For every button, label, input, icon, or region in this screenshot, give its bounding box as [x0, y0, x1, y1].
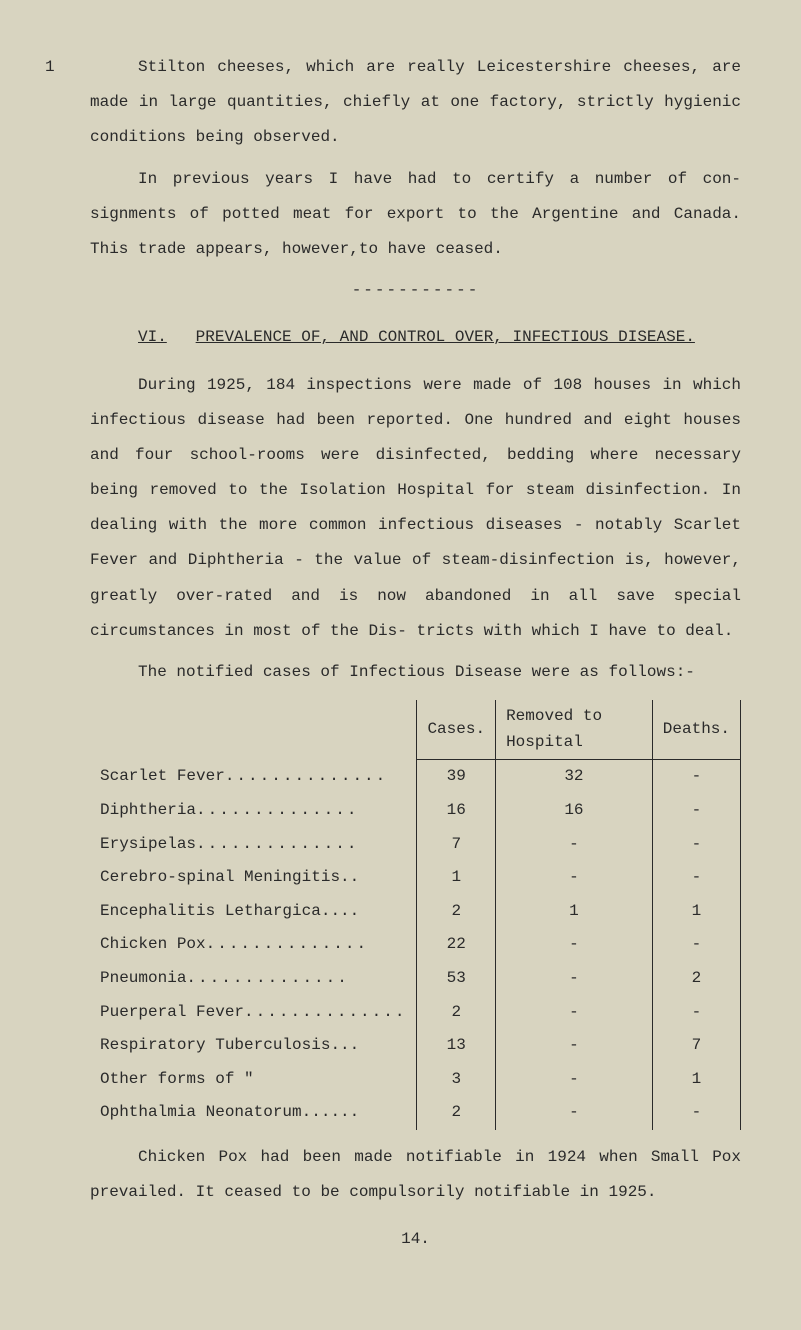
table-row: Chicken Pox 22 - -: [90, 928, 741, 962]
row-cases: 53: [417, 962, 496, 996]
row-removed: -: [496, 928, 653, 962]
row-deaths: -: [652, 1096, 740, 1130]
page-number: 14.: [90, 1222, 741, 1257]
row-label: Ophthalmia Neonatorum......: [90, 1096, 417, 1130]
section-title: PREVALENCE OF, AND CONTROL OVER, INFECTI…: [196, 328, 695, 346]
table-row: Respiratory Tuberculosis... 13 - 7: [90, 1029, 741, 1063]
row-cases: 1: [417, 861, 496, 895]
row-deaths: 2: [652, 962, 740, 996]
row-cases: 3: [417, 1063, 496, 1097]
table-body: Scarlet Fever 39 32 - Diphtheria 16 16 -…: [90, 760, 741, 1130]
row-cases: 16: [417, 794, 496, 828]
table-row: Pneumonia 53 - 2: [90, 962, 741, 996]
table-row: Puerperal Fever 2 - -: [90, 996, 741, 1030]
divider-dashes: -----------: [90, 273, 741, 308]
row-removed: -: [496, 828, 653, 862]
row-cases: 13: [417, 1029, 496, 1063]
row-removed: -: [496, 861, 653, 895]
row-label: Scarlet Fever: [90, 760, 417, 794]
row-label: Cerebro-spinal Meningitis..: [90, 861, 417, 895]
row-removed: -: [496, 962, 653, 996]
row-deaths: -: [652, 861, 740, 895]
row-deaths: -: [652, 828, 740, 862]
row-deaths: -: [652, 996, 740, 1030]
table-row: Diphtheria 16 16 -: [90, 794, 741, 828]
row-cases: 2: [417, 895, 496, 929]
paragraph-1: Stilton cheeses, which are really Leices…: [90, 50, 741, 156]
section-header: VI. PREVALENCE OF, AND CONTROL OVER, INF…: [90, 320, 741, 355]
row-removed: -: [496, 996, 653, 1030]
row-cases: 22: [417, 928, 496, 962]
row-removed: -: [496, 1096, 653, 1130]
row-label: Pneumonia: [90, 962, 417, 996]
row-cases: 2: [417, 1096, 496, 1130]
row-label: Other forms of ": [90, 1063, 417, 1097]
row-label: Respiratory Tuberculosis...: [90, 1029, 417, 1063]
col-header-cases: Cases.: [417, 700, 496, 760]
col-header-deaths: Deaths.: [652, 700, 740, 760]
row-cases: 39: [417, 760, 496, 794]
table-header-row: Cases. Removed to Hospital Deaths.: [90, 700, 741, 760]
row-removed: -: [496, 1063, 653, 1097]
row-deaths: -: [652, 794, 740, 828]
table-row: Ophthalmia Neonatorum...... 2 - -: [90, 1096, 741, 1130]
row-cases: 2: [417, 996, 496, 1030]
col-header-removed: Removed to Hospital: [496, 700, 653, 760]
row-deaths: 1: [652, 895, 740, 929]
table-row: Encephalitis Lethargica.... 2 1 1: [90, 895, 741, 929]
row-removed: 32: [496, 760, 653, 794]
row-label: Puerperal Fever: [90, 996, 417, 1030]
col-header-blank: [90, 700, 417, 760]
table-row: Scarlet Fever 39 32 -: [90, 760, 741, 794]
paragraph-3: During 1925, 184 inspections were made o…: [90, 368, 741, 650]
row-label: Diphtheria: [90, 794, 417, 828]
row-removed: -: [496, 1029, 653, 1063]
paragraph-2: In previous years I have had to certify …: [90, 162, 741, 268]
paragraph-5: Chicken Pox had been made notifiable in …: [90, 1140, 741, 1210]
row-label: Encephalitis Lethargica....: [90, 895, 417, 929]
row-removed: 1: [496, 895, 653, 929]
table-row: Cerebro-spinal Meningitis.. 1 - -: [90, 861, 741, 895]
row-deaths: 1: [652, 1063, 740, 1097]
row-label: Chicken Pox: [90, 928, 417, 962]
row-deaths: 7: [652, 1029, 740, 1063]
page-marker: 1: [45, 50, 55, 85]
disease-table: Cases. Removed to Hospital Deaths. Scarl…: [90, 700, 741, 1130]
row-deaths: -: [652, 928, 740, 962]
row-removed: 16: [496, 794, 653, 828]
row-cases: 7: [417, 828, 496, 862]
row-deaths: -: [652, 760, 740, 794]
row-label: Erysipelas: [90, 828, 417, 862]
paragraph-4: The notified cases of Infectious Disease…: [90, 655, 741, 690]
table-row: Other forms of " 3 - 1: [90, 1063, 741, 1097]
section-roman: VI.: [138, 328, 167, 346]
table-row: Erysipelas 7 - -: [90, 828, 741, 862]
